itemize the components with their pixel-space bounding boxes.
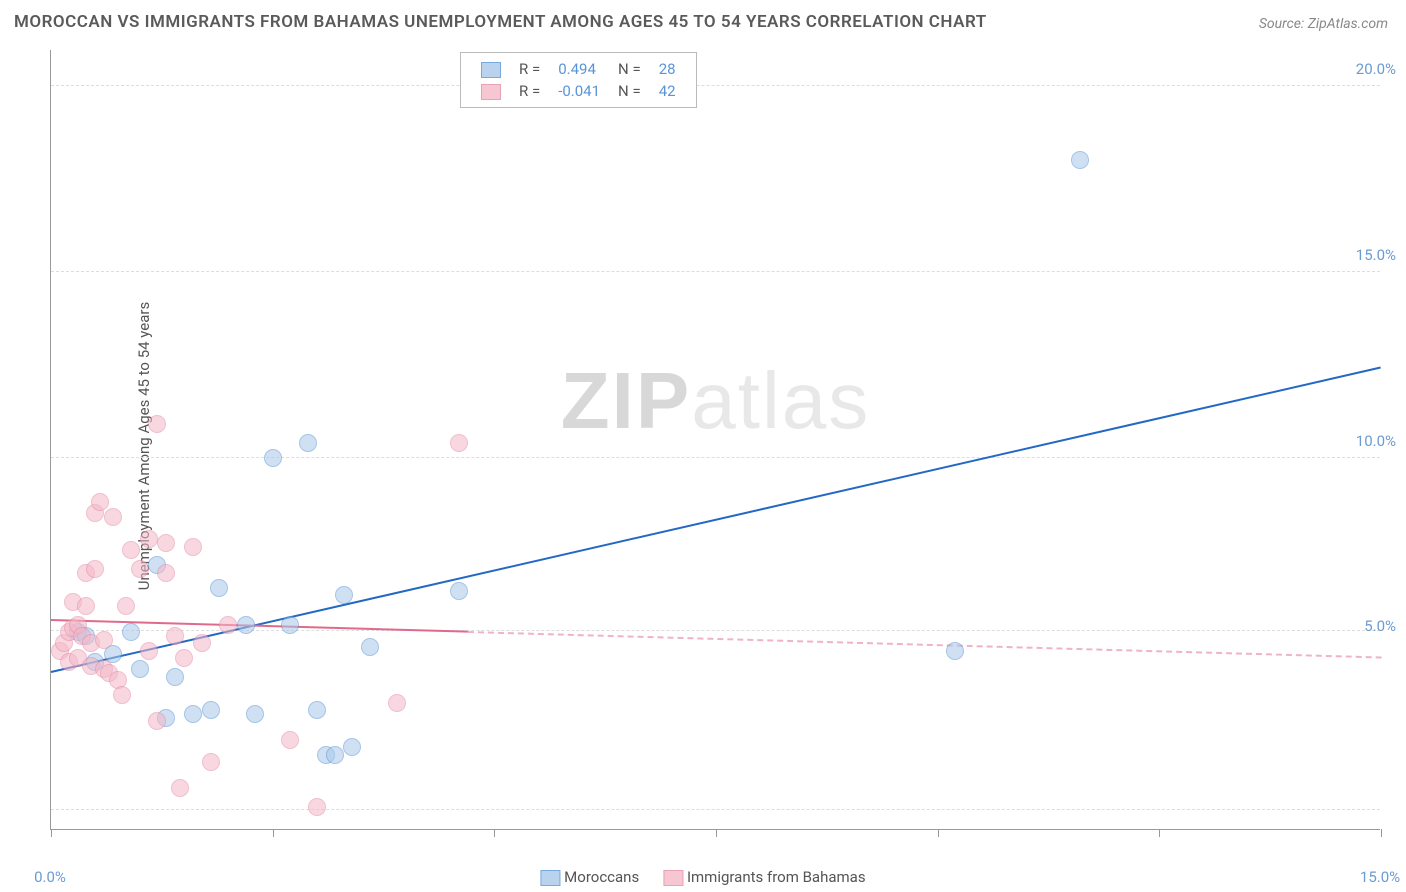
y-tick-label: 5.0% bbox=[1364, 617, 1396, 635]
legend-r-label: R = bbox=[511, 81, 548, 101]
legend-r-value: 0.494 bbox=[550, 59, 608, 79]
data-point bbox=[202, 753, 220, 771]
chart-title: MOROCCAN VS IMMIGRANTS FROM BAHAMAS UNEM… bbox=[14, 12, 987, 32]
data-point bbox=[140, 642, 158, 660]
data-point bbox=[237, 616, 255, 634]
watermark-bold: ZIP bbox=[561, 356, 691, 445]
watermark-light: atlas bbox=[691, 356, 870, 445]
data-point bbox=[281, 731, 299, 749]
x-tick bbox=[716, 829, 717, 837]
gridline bbox=[51, 457, 1380, 458]
data-point bbox=[122, 623, 140, 641]
data-point bbox=[299, 434, 317, 452]
x-tick bbox=[273, 829, 274, 837]
x-tick bbox=[51, 829, 52, 837]
data-point bbox=[264, 449, 282, 467]
data-point bbox=[175, 649, 193, 667]
legend-swatch bbox=[540, 870, 560, 886]
x-tick-label: 0.0% bbox=[34, 868, 66, 886]
data-point bbox=[193, 634, 211, 652]
data-point bbox=[157, 564, 175, 582]
data-point bbox=[117, 597, 135, 615]
plot-area: ZIPatlas bbox=[50, 50, 1380, 830]
legend-r-value: -0.041 bbox=[550, 81, 608, 101]
legend-bottom: Moroccans Immigrants from Bahamas bbox=[528, 868, 877, 886]
data-point bbox=[246, 705, 264, 723]
data-point bbox=[210, 579, 228, 597]
legend-r-label: R = bbox=[511, 59, 548, 79]
data-point bbox=[166, 668, 184, 686]
legend-item: Moroccans bbox=[540, 868, 639, 886]
data-point bbox=[308, 798, 326, 816]
gridline bbox=[51, 271, 1380, 272]
data-point bbox=[171, 779, 189, 797]
gridline bbox=[51, 85, 1380, 86]
data-point bbox=[281, 616, 299, 634]
data-point bbox=[77, 597, 95, 615]
data-point bbox=[140, 530, 158, 548]
legend-swatch bbox=[663, 870, 683, 886]
source-attribution: Source: ZipAtlas.com bbox=[1259, 16, 1388, 32]
data-point bbox=[104, 508, 122, 526]
legend-n-value: 28 bbox=[651, 59, 684, 79]
data-point bbox=[131, 560, 149, 578]
data-point bbox=[450, 582, 468, 600]
legend-item: Immigrants from Bahamas bbox=[663, 868, 865, 886]
legend-n-value: 42 bbox=[651, 81, 684, 101]
data-point bbox=[946, 642, 964, 660]
watermark: ZIPatlas bbox=[561, 355, 870, 447]
gridline bbox=[51, 809, 1380, 810]
legend-n-label: N = bbox=[610, 59, 649, 79]
legend-label: Moroccans bbox=[564, 868, 639, 886]
data-point bbox=[202, 701, 220, 719]
data-point bbox=[91, 493, 109, 511]
data-point bbox=[184, 705, 202, 723]
legend-swatch bbox=[481, 84, 501, 100]
y-tick-label: 20.0% bbox=[1356, 60, 1396, 78]
data-point bbox=[326, 746, 344, 764]
y-tick-label: 10.0% bbox=[1356, 432, 1396, 450]
data-point bbox=[148, 712, 166, 730]
x-tick bbox=[1381, 829, 1382, 837]
legend-correlation: R =0.494N =28 R =-0.041N =42 bbox=[460, 52, 697, 108]
legend-swatch bbox=[481, 62, 501, 78]
x-tick bbox=[938, 829, 939, 837]
legend-n-label: N = bbox=[610, 81, 649, 101]
legend-label: Immigrants from Bahamas bbox=[687, 868, 866, 886]
y-tick-label: 15.0% bbox=[1356, 246, 1396, 264]
data-point bbox=[95, 631, 113, 649]
data-point bbox=[361, 638, 379, 656]
trend-line-dashed bbox=[468, 631, 1381, 659]
data-point bbox=[166, 627, 184, 645]
data-point bbox=[1071, 151, 1089, 169]
data-point bbox=[219, 616, 237, 634]
x-tick-label: 15.0% bbox=[1360, 868, 1400, 886]
data-point bbox=[450, 434, 468, 452]
x-tick bbox=[1159, 829, 1160, 837]
data-point bbox=[388, 694, 406, 712]
data-point bbox=[184, 538, 202, 556]
data-point bbox=[343, 738, 361, 756]
x-tick bbox=[494, 829, 495, 837]
data-point bbox=[157, 534, 175, 552]
data-point bbox=[308, 701, 326, 719]
data-point bbox=[148, 415, 166, 433]
data-point bbox=[335, 586, 353, 604]
data-point bbox=[86, 560, 104, 578]
data-point bbox=[122, 541, 140, 559]
data-point bbox=[113, 686, 131, 704]
data-point bbox=[131, 660, 149, 678]
